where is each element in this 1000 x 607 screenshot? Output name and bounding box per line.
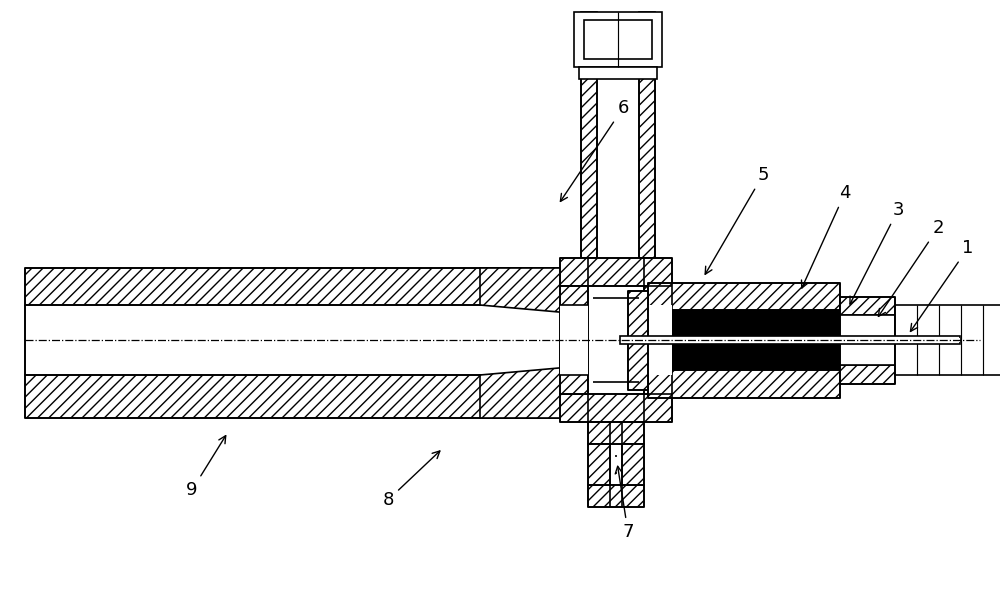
Bar [644, 305, 672, 375]
Polygon shape [570, 313, 620, 340]
Bar [25, 305, 560, 375]
Bar [560, 258, 672, 286]
Bar [584, 20, 652, 59]
Polygon shape [480, 268, 570, 313]
Bar [25, 268, 560, 305]
Bar [581, 12, 597, 258]
Bar [25, 375, 560, 418]
Polygon shape [480, 367, 570, 418]
Text: 2: 2 [878, 219, 944, 316]
Bar [840, 365, 895, 384]
Bar [622, 338, 960, 342]
Text: 5: 5 [705, 166, 769, 274]
Text: 6: 6 [560, 99, 629, 202]
Bar [560, 286, 588, 394]
Bar [588, 422, 644, 444]
Bar [579, 67, 657, 79]
Bar [610, 444, 622, 485]
Text: 9: 9 [186, 436, 226, 499]
Bar [560, 305, 588, 375]
Bar [560, 394, 672, 422]
Bar [588, 286, 644, 394]
Polygon shape [570, 340, 620, 367]
Bar [620, 336, 960, 344]
Bar [648, 283, 840, 310]
Text: 1: 1 [910, 239, 974, 331]
Bar [574, 12, 662, 67]
Bar [588, 485, 644, 507]
Bar [840, 315, 895, 365]
Bar [628, 291, 648, 390]
Bar [840, 297, 895, 315]
Bar [644, 286, 672, 394]
Text: 8: 8 [382, 451, 440, 509]
Bar [588, 444, 610, 485]
Bar [639, 12, 655, 258]
Bar [622, 444, 644, 485]
Text: 7: 7 [615, 466, 634, 541]
Bar [895, 305, 1000, 375]
Bar [648, 370, 840, 398]
Text: 4: 4 [801, 184, 851, 288]
Text: 3: 3 [850, 201, 904, 304]
Bar [648, 310, 840, 370]
Bar [597, 12, 639, 258]
